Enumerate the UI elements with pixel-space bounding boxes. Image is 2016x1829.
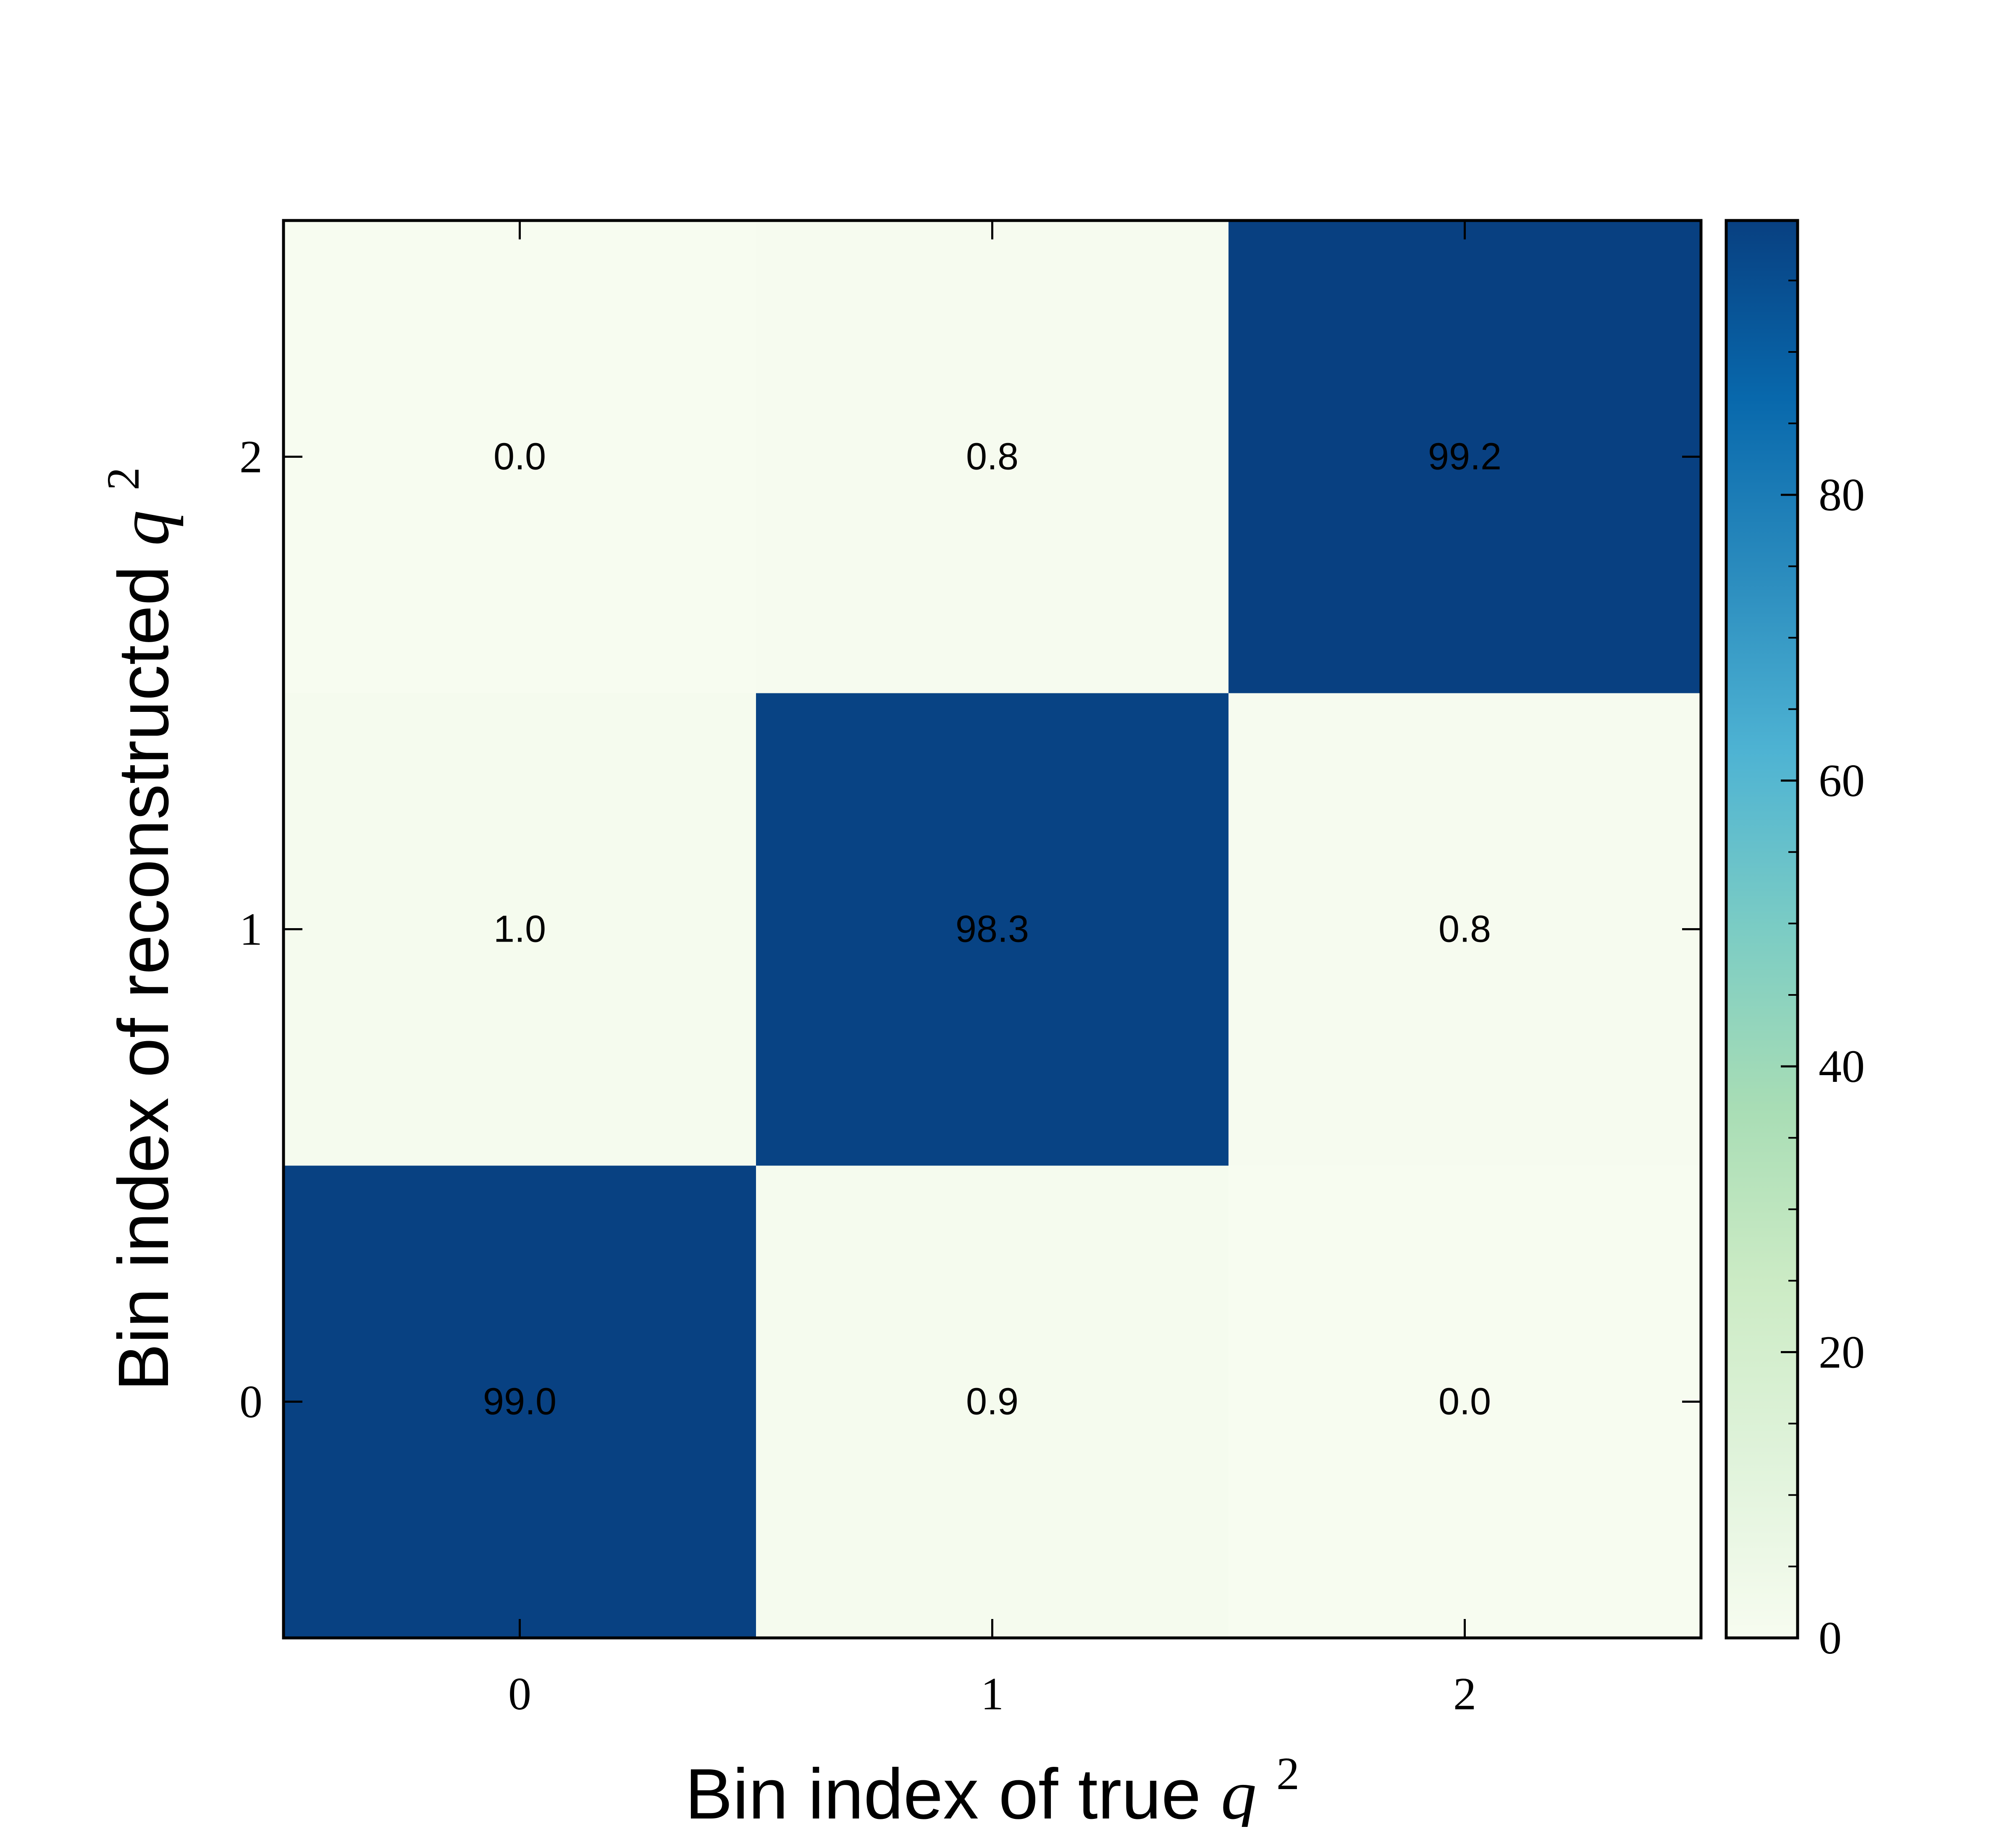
cell-value-label-r1-c0: 1.0	[494, 908, 546, 950]
colorbar-scale	[1725, 219, 1799, 1640]
y-tick-label-2: 2	[239, 431, 262, 483]
x-tick-label-2: 2	[1453, 1668, 1476, 1719]
colorbar-tick-label-0: 0	[1819, 1612, 1842, 1664]
colorbar-tick-label-4: 80	[1819, 469, 1865, 520]
colorbar-tick-label-3: 60	[1819, 755, 1865, 806]
colorbar: 0 20 40 60 80	[1725, 219, 1865, 1664]
x-tick-label-0: 0	[508, 1668, 531, 1719]
x-tick-label-1: 1	[981, 1668, 1004, 1719]
y-axis-label-exponent: 2	[97, 467, 149, 490]
cell-value-label-r2-c2: 99.2	[1428, 436, 1502, 478]
y-tick-label-1: 1	[239, 904, 262, 955]
y-tick-label-0: 0	[239, 1376, 262, 1428]
cell-value-label-r1-c2: 0.8	[1438, 908, 1491, 950]
y-axis-label-variable: q	[105, 510, 184, 546]
cell-value-label-r0-c0: 99.0	[483, 1381, 556, 1423]
x-axis-label-text: Bin index of true	[685, 1754, 1201, 1827]
cell-value-label-r2-c1: 0.8	[966, 436, 1018, 478]
heatmap-cell-r2-c1	[756, 220, 1229, 693]
heatmap-cell-r1-c2	[1228, 693, 1701, 1166]
heatmap-cells	[284, 220, 1701, 1638]
heatmap-cell-r2-c2	[1228, 220, 1701, 693]
heatmap-cell-r1-c1	[756, 693, 1229, 1166]
axis-ticks: 0 1 2 0 1 2	[239, 220, 1701, 1719]
x-axis-label-exponent: 2	[1276, 1748, 1299, 1799]
cell-value-label-r1-c1: 98.3	[956, 908, 1029, 950]
heatmap-cell-r2-c0	[284, 220, 756, 693]
colorbar-tick-label-1: 20	[1819, 1327, 1865, 1378]
heatmap-cell-r0-c2	[1228, 1165, 1701, 1638]
y-axis-label-text: Bin index of reconstructed	[104, 566, 184, 1391]
cell-value-label-r0-c2: 0.0	[1438, 1381, 1491, 1423]
cell-value-labels: 99.0 0.9 0.0 1.0 98.3 0.8 0.0 0.8 99.2	[483, 436, 1502, 1423]
heatmap-cell-r0-c0	[284, 1165, 756, 1638]
heatmap-cell-r0-c1	[756, 1165, 1229, 1638]
heatmap-cell-r1-c0	[284, 693, 756, 1166]
cell-value-label-r0-c1: 0.9	[966, 1381, 1018, 1423]
y-axis-label: Bin index of reconstructed q 2	[97, 467, 184, 1391]
colorbar-tick-label-2: 40	[1819, 1041, 1865, 1092]
x-axis-label-variable: q	[1221, 1755, 1257, 1827]
cell-value-label-r2-c0: 0.0	[494, 436, 546, 478]
x-axis-label: Bin index of true q 2	[685, 1748, 1299, 1827]
